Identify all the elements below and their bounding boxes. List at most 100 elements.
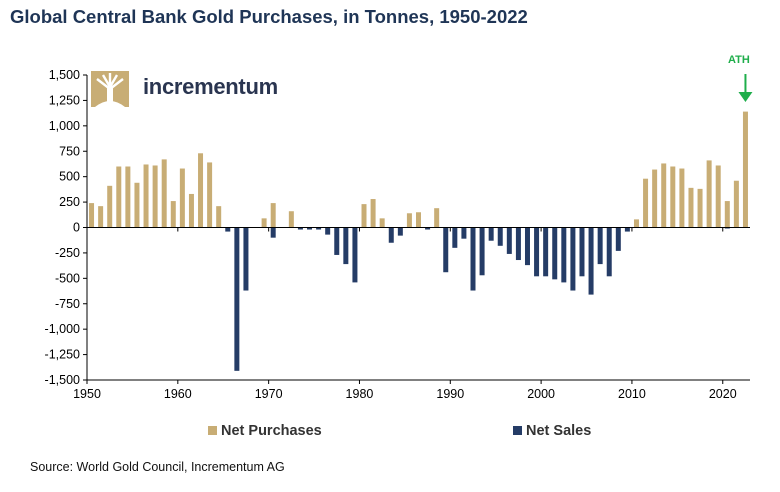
sales-bar-1965 bbox=[225, 227, 231, 232]
purchase-bar-1985 bbox=[406, 213, 412, 228]
legend-swatch bbox=[513, 426, 522, 435]
sales-bar-1992 bbox=[470, 227, 476, 291]
sales-bar-1984 bbox=[397, 227, 403, 236]
ath-arrow-head bbox=[738, 92, 753, 102]
source-note: Source: World Gold Council, Incrementum … bbox=[30, 460, 285, 474]
purchase-bar-2022 bbox=[742, 111, 748, 228]
legend-label: Net Purchases bbox=[221, 423, 322, 439]
y-tick-label: -1,250 bbox=[45, 348, 80, 362]
legend-swatch bbox=[208, 426, 217, 435]
sales-bar-2020 bbox=[724, 227, 730, 229]
x-tick-label: 1980 bbox=[346, 387, 374, 401]
sales-bar-2004 bbox=[579, 227, 585, 277]
axes-layer: -1,500 -1,250 -1,000 -750 -500 -250 0 250 500 750… bbox=[45, 68, 750, 401]
sales-bar-1970 bbox=[270, 227, 276, 238]
sales-bar-1998 bbox=[524, 227, 530, 266]
legend-item-net-sales: Net Sales bbox=[513, 423, 591, 439]
y-tick-label: 1,000 bbox=[49, 119, 80, 133]
sales-bar-2008 bbox=[615, 227, 621, 251]
sales-bar-1976 bbox=[325, 227, 331, 235]
sales-bar-1974 bbox=[307, 227, 313, 230]
sales-bar-1973 bbox=[297, 227, 303, 230]
purchase-bar-2012 bbox=[652, 169, 658, 228]
purchase-bar-2016 bbox=[688, 187, 694, 228]
sales-bar-2001 bbox=[552, 227, 558, 280]
y-tick-label: 750 bbox=[59, 144, 80, 158]
purchase-bar-1960 bbox=[179, 168, 185, 228]
y-tick-label: -1,500 bbox=[45, 373, 80, 387]
y-tick-label: -250 bbox=[55, 246, 80, 260]
purchase-bar-1980 bbox=[361, 204, 367, 228]
x-tick-label: 2010 bbox=[618, 387, 646, 401]
sales-bar-1966 bbox=[234, 227, 240, 371]
tree-logo-icon bbox=[91, 71, 129, 107]
purchase-bar-1957 bbox=[152, 165, 158, 228]
sales-bar-1977 bbox=[334, 227, 340, 255]
sales-bar-1993 bbox=[479, 227, 485, 276]
sales-bar-1990 bbox=[452, 227, 458, 248]
sales-bar-1994 bbox=[488, 227, 494, 241]
purchase-bar-1981 bbox=[370, 199, 376, 228]
legend-label: Net Sales bbox=[526, 423, 592, 439]
sales-bar-1989 bbox=[443, 227, 449, 273]
sales-bar-2005 bbox=[588, 227, 594, 295]
legend-item-net-purchases: Net Purchases bbox=[208, 423, 322, 439]
purchase-bar-1964 bbox=[216, 206, 222, 228]
chart-title: Global Central Bank Gold Purchases, in T… bbox=[10, 6, 528, 27]
sales-bar-2000 bbox=[543, 227, 549, 277]
purchase-bar-2011 bbox=[643, 178, 649, 228]
purchase-bar-1969 bbox=[261, 218, 267, 228]
purchase-bar-1956 bbox=[143, 164, 149, 228]
purchase-bar-1982 bbox=[379, 218, 385, 228]
purchase-bar-1952 bbox=[107, 185, 113, 228]
sales-bar-1997 bbox=[515, 227, 521, 261]
y-tick-label: -750 bbox=[55, 297, 80, 311]
purchase-bar-1972 bbox=[288, 211, 294, 228]
logo-wordmark: incrementum bbox=[143, 74, 278, 99]
sales-bar-1999 bbox=[534, 227, 540, 277]
purchase-bar-2018 bbox=[706, 160, 712, 228]
sales-bar-2003 bbox=[570, 227, 576, 291]
sales-bar-1975 bbox=[316, 227, 322, 230]
sales-bar-1996 bbox=[506, 227, 512, 254]
annotation-layer bbox=[738, 74, 753, 102]
x-tick-label: 1990 bbox=[436, 387, 464, 401]
x-tick-label: 2000 bbox=[527, 387, 555, 401]
purchase-bar-1988 bbox=[434, 208, 440, 228]
sales-bar-1967 bbox=[243, 227, 249, 291]
purchase-bar-1950 bbox=[89, 203, 95, 228]
sales-bar-1995 bbox=[497, 227, 503, 246]
purchase-bar-1970 bbox=[270, 203, 276, 228]
purchase-bar-1955 bbox=[134, 182, 140, 228]
purchase-bar-2021 bbox=[733, 180, 739, 228]
x-tick-label: 1950 bbox=[73, 387, 101, 401]
x-tick-label: 2020 bbox=[709, 387, 737, 401]
sales-bar-2009 bbox=[624, 227, 630, 232]
purchase-bar-2019 bbox=[715, 165, 721, 228]
purchase-bar-1953 bbox=[116, 166, 122, 228]
sales-bar-2007 bbox=[606, 227, 612, 277]
y-tick-label: 1,500 bbox=[49, 68, 80, 82]
x-tick-label: 1970 bbox=[255, 387, 283, 401]
purchase-bar-1951 bbox=[98, 206, 104, 228]
purchase-bar-2013 bbox=[661, 163, 667, 228]
purchase-bar-2014 bbox=[670, 166, 676, 228]
sales-bar-2006 bbox=[597, 227, 603, 265]
y-tick-label: -1,000 bbox=[45, 322, 80, 336]
bars-layer bbox=[89, 111, 748, 371]
purchase-bar-2017 bbox=[697, 188, 703, 228]
purchase-bar-1962 bbox=[198, 153, 204, 228]
purchase-bar-2010 bbox=[633, 219, 639, 228]
purchase-bar-1954 bbox=[125, 166, 131, 228]
y-tick-label: 0 bbox=[73, 221, 80, 235]
purchase-bar-1986 bbox=[416, 212, 421, 228]
purchase-bar-2015 bbox=[679, 168, 685, 228]
sales-bar-1978 bbox=[343, 227, 349, 265]
ath-annotation: ATH bbox=[728, 54, 750, 66]
sales-bar-1987 bbox=[425, 227, 431, 230]
sales-bar-1979 bbox=[352, 227, 358, 283]
purchase-bar-1959 bbox=[170, 201, 176, 228]
purchase-bar-1958 bbox=[161, 159, 167, 228]
sales-bar-1991 bbox=[461, 227, 467, 239]
